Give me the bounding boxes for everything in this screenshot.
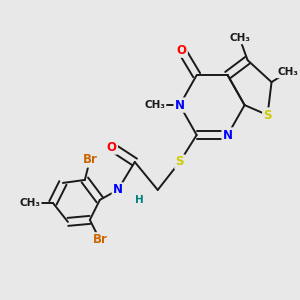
Text: N: N [175,99,185,112]
Text: O: O [177,44,187,57]
Text: S: S [176,155,184,169]
Text: S: S [263,109,272,122]
Text: N: N [223,128,232,142]
Text: H: H [135,195,144,205]
Text: CH₃: CH₃ [229,33,250,43]
Text: Br: Br [92,233,107,246]
Text: N: N [113,183,123,196]
Text: CH₃: CH₃ [277,67,298,77]
Text: CH₃: CH₃ [144,100,165,110]
Text: O: O [107,140,117,154]
Text: CH₃: CH₃ [20,198,40,208]
Text: Br: Br [82,154,97,166]
